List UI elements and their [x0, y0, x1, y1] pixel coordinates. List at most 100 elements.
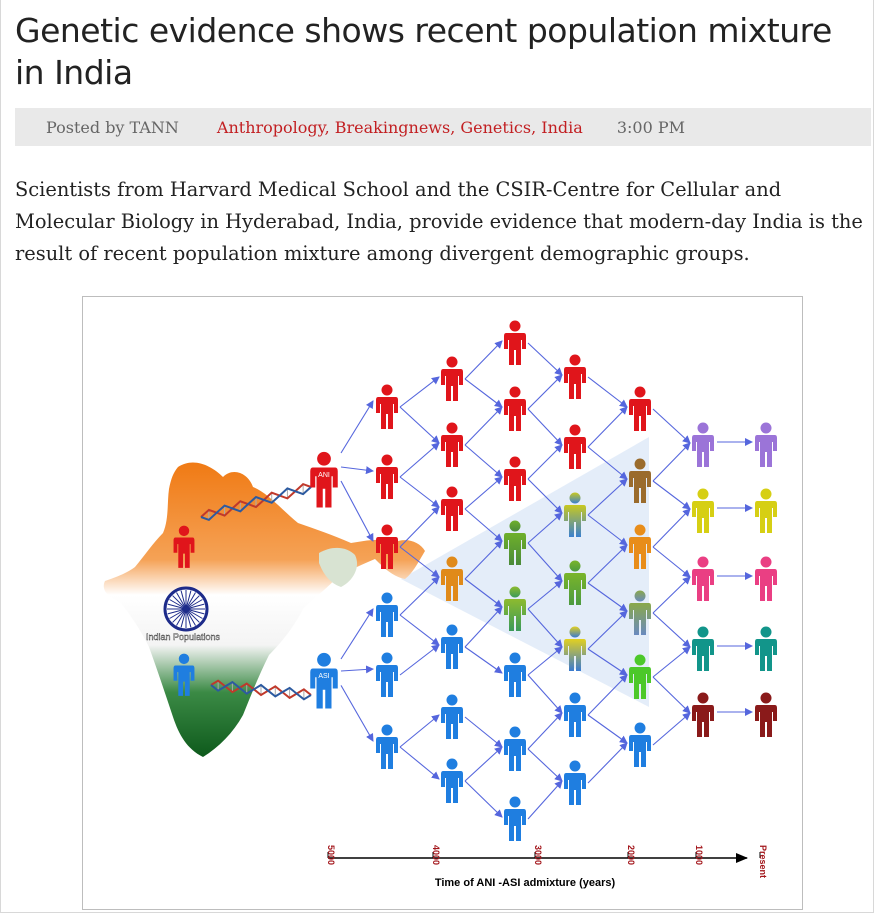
admixture-triangle [401, 437, 649, 707]
admixture-arrow [527, 780, 563, 820]
population-figure [564, 492, 586, 537]
admixture-arrow [399, 406, 440, 444]
population-figure [692, 422, 714, 467]
ani-label: ANI [318, 472, 330, 479]
admixture-arrow [527, 342, 563, 376]
time-axis-ticks: 5000 4000 3000 2000 1000 Present [326, 845, 768, 878]
population-figure [564, 424, 586, 469]
admixture-arrow [652, 546, 691, 578]
population-figure [629, 458, 651, 503]
admixture-arrow [340, 400, 374, 454]
population-figure [692, 556, 714, 601]
admixture-arrow [652, 480, 691, 510]
population-figure [441, 556, 463, 601]
population-figure [629, 524, 651, 569]
admixture-arrow [464, 444, 503, 478]
admixture-arrow [464, 378, 503, 408]
population-figure [564, 626, 586, 671]
admixture-arrow [399, 442, 440, 478]
admixture-arrow [587, 742, 628, 784]
population-figure [629, 590, 651, 635]
admixture-arrow [399, 714, 440, 748]
population-figure [441, 356, 463, 401]
admixture-arrow [527, 542, 563, 582]
admixture-arrow [527, 580, 563, 610]
admixture-arrow [527, 374, 563, 410]
population-figure [755, 422, 777, 467]
admixture-arrow [399, 644, 440, 676]
population-figure [564, 692, 586, 737]
admixture-arrow [340, 685, 374, 742]
admixture-arrow [652, 508, 691, 548]
admixture-arrow [652, 646, 691, 678]
post-author: Posted by TANN [46, 117, 179, 137]
admixture-arrow [340, 665, 374, 674]
population-figure [376, 652, 398, 697]
population-figure [504, 386, 526, 431]
population-figures [173, 320, 777, 841]
admixture-arrow [652, 408, 691, 444]
population-figure [504, 726, 526, 771]
time-axis-tick-label: 5000 [326, 845, 336, 865]
population-figure [564, 354, 586, 399]
population-figure [504, 586, 526, 631]
admixture-figure: Indian Populations ANI ASI 5000 4000 3000 2… [82, 296, 803, 910]
admixture-arrow [587, 514, 628, 546]
population-figure [692, 626, 714, 671]
admixture-arrow [399, 546, 440, 578]
map-asi-figure [173, 653, 195, 696]
admixture-arrow [652, 712, 691, 746]
time-axis-title: Time of ANI -ASI admixture (years) [435, 877, 616, 889]
post-categories: Anthropology, Breakingnews, Genetics, In… [217, 118, 583, 137]
admixture-arrow [587, 406, 628, 448]
admixture-arrow [527, 408, 563, 446]
admixture-arrow [587, 376, 628, 408]
admixture-arrow [340, 466, 374, 475]
population-figure [564, 560, 586, 605]
population-figure [504, 320, 526, 365]
time-axis-tick-label: Present [758, 845, 768, 878]
time-axis-tick-label: 2000 [626, 845, 636, 865]
admixture-arrow [340, 480, 374, 542]
map-label: Indian Populations [146, 632, 221, 642]
admixture-arrow [527, 444, 563, 480]
admixture-arrow [464, 406, 503, 446]
category-separator: , [450, 117, 461, 137]
population-figure [441, 422, 463, 467]
population-figure [376, 524, 398, 569]
population-figure [376, 384, 398, 429]
population-figure [441, 758, 463, 803]
population-figure [441, 486, 463, 531]
admixture-arrow [587, 544, 628, 584]
category-link-genetics[interactable]: Genetics [460, 117, 532, 137]
admixture-arrow [399, 376, 440, 408]
admixture-arrow [399, 576, 440, 616]
time-axis-tick-label: 4000 [431, 845, 441, 865]
population-figure [692, 692, 714, 737]
time-axis-tick-label: 3000 [533, 845, 543, 865]
category-link-breakingnews[interactable]: Breakingnews [334, 117, 451, 137]
population-figure [376, 454, 398, 499]
map-ani-figure [173, 525, 195, 568]
admixture-arrow [464, 578, 503, 608]
india-map [103, 462, 425, 757]
admixture-arrow [464, 746, 503, 782]
admixture-arrow [464, 540, 503, 580]
admixture-arrow [464, 606, 503, 648]
admixture-arrow [340, 608, 374, 660]
admixture-arrow [464, 780, 503, 818]
admixture-arrow [652, 576, 691, 614]
population-figure [504, 796, 526, 841]
admixture-arrow [464, 476, 503, 510]
dna-strand-ani [200, 482, 312, 522]
admixture-arrow [652, 676, 691, 714]
population-figure [441, 624, 463, 669]
article-title[interactable]: Genetic evidence shows recent population… [15, 11, 832, 92]
time-axis-tick-label: 1000 [694, 845, 704, 865]
admixture-arrow [587, 648, 628, 676]
population-figure [441, 694, 463, 739]
category-link-india[interactable]: India [541, 117, 583, 137]
admixture-arrow [464, 716, 503, 748]
category-link-anthropology[interactable]: Anthropology [216, 117, 325, 137]
post-time: 3:00 PM [616, 117, 685, 137]
